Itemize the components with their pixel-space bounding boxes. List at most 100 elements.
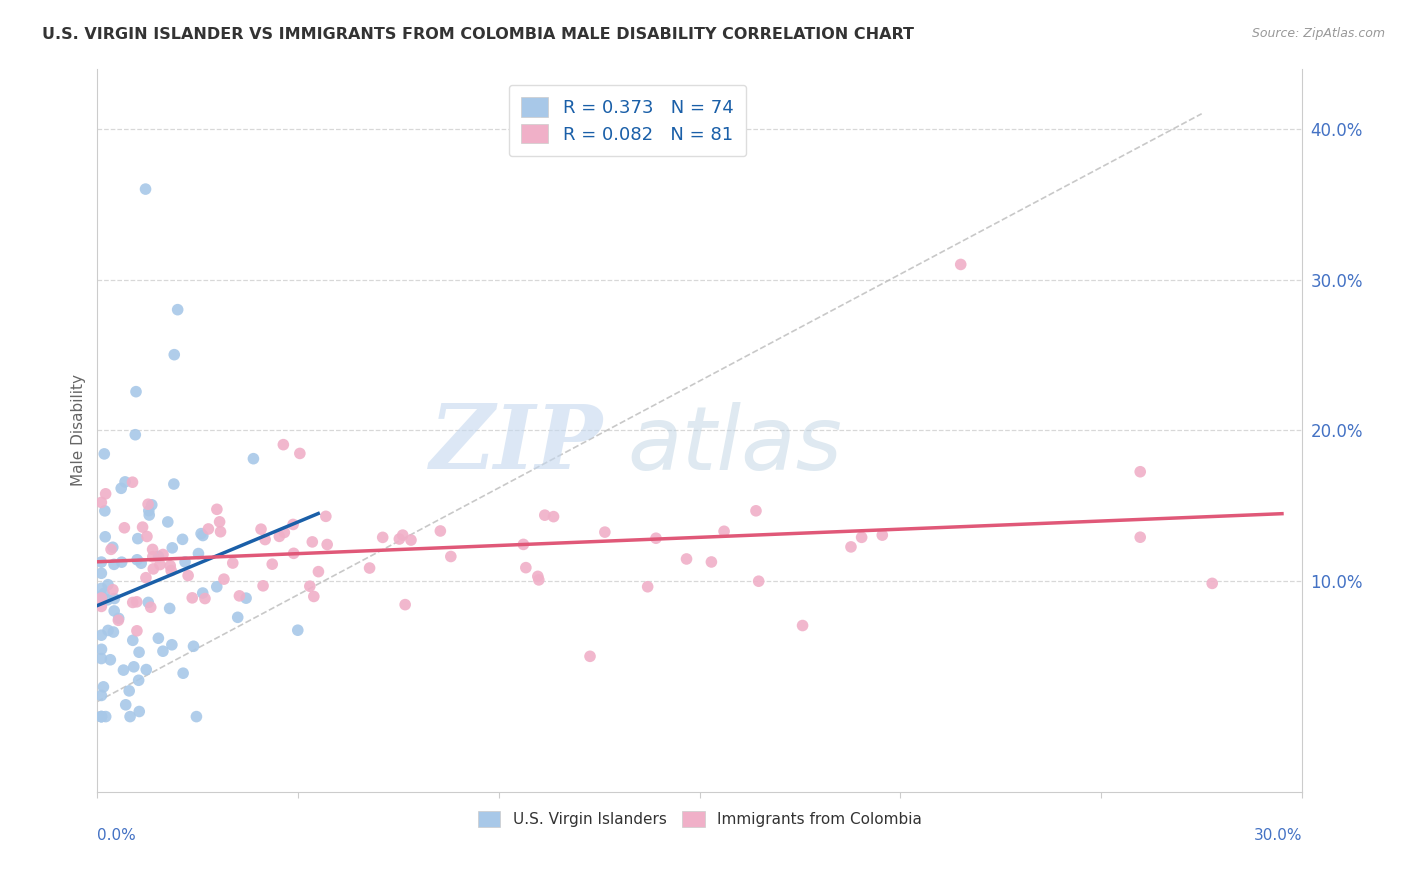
Point	[90, 599, 112, 614]
Point	[90, 689, 112, 703]
Point	[125, 553, 148, 567]
Point	[90, 582, 112, 596]
Point	[131, 520, 153, 534]
Point	[94, 530, 117, 544]
Point	[121, 633, 143, 648]
Point	[949, 257, 972, 271]
Point	[124, 427, 146, 442]
Text: Source: ZipAtlas.com: Source: ZipAtlas.com	[1251, 27, 1385, 40]
Point	[440, 549, 463, 564]
Point	[112, 663, 135, 677]
Point	[515, 560, 537, 574]
Point	[90, 642, 112, 657]
Point	[283, 546, 305, 560]
Point	[120, 709, 142, 723]
Point	[112, 521, 135, 535]
Point	[399, 533, 422, 547]
Point	[90, 709, 112, 723]
Point	[226, 610, 249, 624]
Point	[121, 475, 143, 490]
Point	[97, 578, 120, 592]
Point	[527, 573, 550, 587]
Point	[98, 653, 121, 667]
Point	[242, 451, 264, 466]
Point	[288, 446, 311, 460]
Point	[110, 481, 132, 495]
Point	[141, 498, 163, 512]
Point	[162, 541, 184, 555]
Point	[136, 497, 159, 511]
Y-axis label: Male Disability: Male Disability	[72, 375, 86, 486]
Point	[543, 509, 565, 524]
Point	[287, 624, 309, 638]
Point	[90, 628, 112, 642]
Point	[748, 574, 770, 589]
Point	[388, 532, 411, 546]
Point	[191, 528, 214, 542]
Point	[222, 556, 245, 570]
Point	[197, 522, 219, 536]
Point	[114, 698, 136, 712]
Point	[118, 684, 141, 698]
Text: 30.0%: 30.0%	[1254, 828, 1302, 843]
Point	[700, 555, 723, 569]
Point	[208, 515, 231, 529]
Point	[250, 522, 273, 536]
Point	[269, 529, 291, 543]
Point	[252, 579, 274, 593]
Point	[212, 572, 235, 586]
Point	[101, 541, 124, 555]
Point	[1201, 576, 1223, 591]
Point	[156, 515, 179, 529]
Point	[142, 542, 165, 557]
Point	[273, 437, 295, 451]
Point	[254, 533, 277, 547]
Point	[174, 555, 197, 569]
Point	[172, 666, 194, 681]
Point	[159, 558, 181, 573]
Point	[90, 555, 112, 569]
Point	[90, 566, 112, 581]
Point	[177, 568, 200, 582]
Point	[160, 638, 183, 652]
Point	[94, 709, 117, 723]
Point	[262, 557, 284, 571]
Point	[111, 555, 134, 569]
Point	[90, 589, 112, 603]
Legend: U.S. Virgin Islanders, Immigrants from Colombia: U.S. Virgin Islanders, Immigrants from C…	[470, 803, 929, 835]
Point	[121, 595, 143, 609]
Point	[129, 556, 152, 570]
Point	[235, 591, 257, 606]
Point	[191, 586, 214, 600]
Point	[186, 709, 208, 723]
Point	[429, 524, 451, 538]
Point	[93, 680, 115, 694]
Point	[637, 580, 659, 594]
Point	[148, 549, 170, 564]
Point	[527, 569, 550, 583]
Point	[307, 565, 329, 579]
Point	[135, 663, 157, 677]
Point	[103, 604, 125, 618]
Point	[675, 552, 697, 566]
Point	[94, 487, 117, 501]
Point	[181, 591, 204, 605]
Point	[645, 531, 668, 545]
Point	[90, 709, 112, 723]
Point	[93, 586, 115, 600]
Point	[135, 571, 157, 585]
Point	[107, 613, 129, 627]
Point	[122, 660, 145, 674]
Point	[187, 547, 209, 561]
Point	[90, 709, 112, 723]
Point	[391, 528, 413, 542]
Point	[273, 525, 295, 540]
Point	[512, 537, 534, 551]
Point	[228, 589, 250, 603]
Point	[1129, 465, 1152, 479]
Point	[316, 537, 339, 551]
Point	[872, 528, 894, 542]
Point	[90, 591, 112, 605]
Point	[103, 558, 125, 572]
Point	[205, 502, 228, 516]
